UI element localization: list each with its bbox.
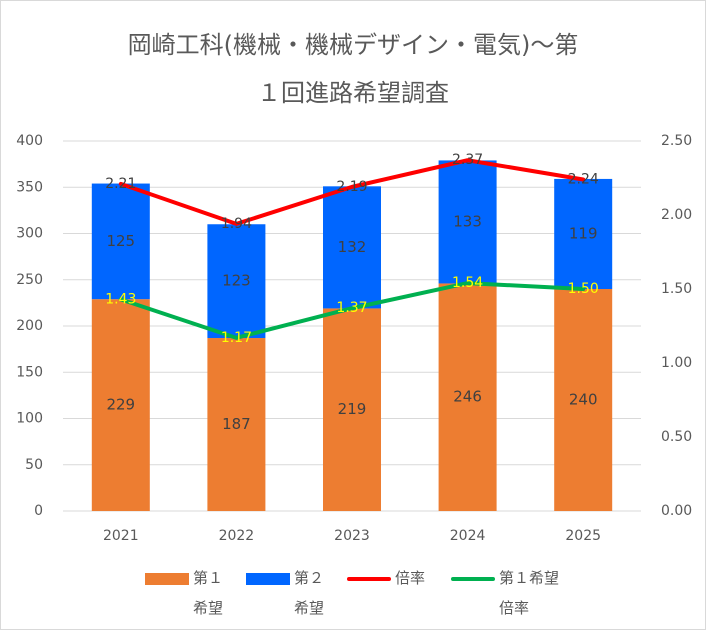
legend-swatch-ratio [347, 576, 391, 581]
bar-first-choice [323, 308, 381, 511]
chart-title-line-2: １回進路希望調査 [257, 79, 449, 107]
chart-legend: 第１ 希望 第２ 希望 倍率 第１希望 倍率 [1, 563, 705, 623]
data-label-second-choice: 132 [338, 238, 367, 256]
y-left-tick-label: 350 [16, 179, 43, 195]
data-label-second-choice: 133 [453, 212, 482, 230]
legend-swatch-first-choice [145, 572, 189, 585]
x-tick-label: 2021 [103, 528, 139, 544]
legend-swatch-first-choice-ratio [451, 576, 495, 581]
data-label-ratio: 1.94 [221, 216, 252, 232]
bar-first-choice [91, 299, 150, 511]
data-label-first-choice: 246 [453, 388, 482, 406]
y-left-tick-label: 300 [16, 226, 43, 242]
x-tick-label: 2024 [450, 528, 486, 544]
data-label-first-choice-ratio: 1.54 [452, 275, 483, 291]
data-label-first-choice: 240 [569, 391, 598, 409]
y-right-tick-label: 2.00 [661, 207, 692, 223]
legend-item-second-choice: 第２ 希望 [246, 563, 324, 623]
data-label-first-choice-ratio: 1.50 [568, 281, 599, 297]
legend-label-first-choice-line1: 第１ [193, 569, 224, 587]
legend-label-ratio-line1: 倍率 [395, 569, 426, 587]
data-label-first-choice: 229 [106, 396, 135, 414]
y-right-tick-label: 1.50 [661, 281, 692, 297]
y-right-tick-label: 1.00 [661, 355, 692, 371]
data-label-first-choice-ratio: 1.43 [105, 291, 136, 307]
bar-second-choice [554, 178, 613, 289]
legend-swatch-second-choice [246, 572, 290, 585]
line-ratio [118, 158, 586, 226]
data-label-first-choice-ratio: 1.17 [221, 330, 252, 346]
y-left-tick-label: 150 [16, 364, 43, 380]
legend-label-first-choice-ratio-line2: 倍率 [499, 599, 530, 617]
legend-label-second-choice-line2: 希望 [294, 599, 325, 617]
bar-second-choice [91, 183, 150, 300]
legend-label-first-choice-line2: 希望 [193, 599, 224, 617]
chart-title-line-1: 岡崎工科(機械・機械デザイン・電気)～第 [127, 31, 579, 59]
data-label-ratio: 2.19 [336, 179, 367, 195]
data-label-first-choice: 219 [338, 400, 367, 418]
y-left-tick-label: 250 [16, 272, 43, 288]
data-label-ratio: 2.37 [452, 152, 483, 168]
y-left-tick-label: 100 [16, 411, 43, 427]
data-label-ratio: 2.21 [105, 176, 136, 192]
data-label-ratio: 2.24 [568, 171, 599, 187]
legend-item-first-choice-ratio: 第１希望倍率 [451, 563, 559, 623]
bar-second-choice [323, 186, 381, 309]
x-tick-label: 2022 [219, 528, 255, 544]
legend-label-second-choice-line1: 第２ [294, 569, 325, 587]
data-label-second-choice: 125 [106, 232, 135, 250]
y-left-tick-label: 200 [16, 318, 43, 334]
data-label-first-choice: 187 [222, 415, 251, 433]
data-label-second-choice: 123 [222, 272, 251, 290]
x-tick-label: 2025 [565, 528, 601, 544]
legend-item-first-choice: 第１ 希望 [145, 563, 223, 623]
x-tick-label: 2023 [334, 528, 370, 544]
y-right-tick-label: 0.00 [661, 503, 692, 519]
legend-item-ratio: 倍率 [347, 563, 425, 593]
bar-first-choice [207, 338, 266, 511]
y-right-tick-label: 2.50 [661, 133, 692, 149]
data-label-first-choice-ratio: 1.37 [336, 300, 367, 316]
bar-first-choice [438, 283, 497, 511]
y-left-tick-label: 0 [34, 503, 43, 519]
line-first-choice-ratio [118, 281, 586, 340]
y-left-tick-label: 400 [16, 133, 43, 149]
y-right-tick-label: 0.50 [661, 429, 692, 445]
data-label-second-choice: 119 [569, 224, 598, 242]
bar-second-choice [207, 224, 266, 339]
y-left-tick-label: 50 [25, 457, 43, 473]
bar-first-choice [554, 289, 613, 511]
legend-label-first-choice-ratio-line1: 第１希望 [499, 569, 560, 587]
bar-second-choice [438, 160, 497, 284]
